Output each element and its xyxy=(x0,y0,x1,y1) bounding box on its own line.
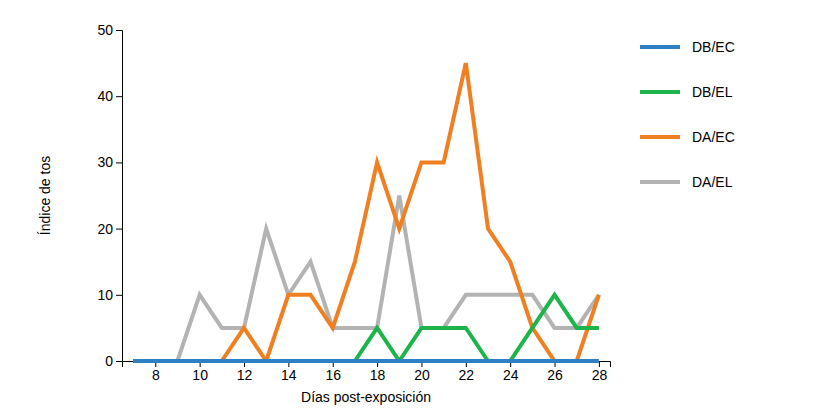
y-tick: 40 xyxy=(97,88,122,104)
y-tick: 20 xyxy=(97,221,122,237)
x-tick: 20 xyxy=(414,361,430,383)
y-tick: 50 xyxy=(97,22,122,38)
y-tick-label: 20 xyxy=(97,221,113,237)
legend: DB/EC DB/EL DA/EC DA/EL xyxy=(640,39,735,190)
y-tick-mark xyxy=(116,162,122,163)
x-tick-label: 18 xyxy=(370,367,386,383)
x-tick: 22 xyxy=(459,361,475,383)
x-tick: 8 xyxy=(152,361,160,383)
x-tick: 24 xyxy=(503,361,519,383)
y-tick-label: 0 xyxy=(105,353,113,369)
y-axis-title: Índice de tos xyxy=(37,156,53,235)
x-axis-title: Días post-exposición xyxy=(301,389,431,405)
legend-swatch xyxy=(640,90,680,94)
x-tick-label: 22 xyxy=(459,367,475,383)
x-tick: 12 xyxy=(237,361,253,383)
y-tick: 0 xyxy=(105,353,122,369)
series-line xyxy=(133,63,599,361)
plot-area xyxy=(133,63,599,361)
y-tick-mark xyxy=(116,96,122,97)
y-axis: 0 10 20 30 40 50 xyxy=(97,22,122,369)
legend-swatch xyxy=(640,45,680,49)
y-tick: 10 xyxy=(97,287,122,303)
x-tick-label: 8 xyxy=(152,367,160,383)
y-tick-mark xyxy=(116,295,122,296)
x-tick: 18 xyxy=(370,361,386,383)
y-tick-label: 30 xyxy=(97,154,113,170)
x-tick: 26 xyxy=(547,361,563,383)
x-tick-label: 12 xyxy=(237,367,253,383)
y-axis-line xyxy=(116,31,123,362)
legend-label: DB/EL xyxy=(692,84,733,100)
x-axis: 8 10 12 14 16 18 20 22 24 26 28 xyxy=(123,361,611,383)
y-tick-label: 10 xyxy=(97,287,113,303)
legend-label: DA/EC xyxy=(692,129,735,145)
legend-label: DB/EC xyxy=(692,39,735,55)
series-line xyxy=(133,295,599,361)
x-tick-label: 20 xyxy=(414,367,430,383)
x-tick-label: 16 xyxy=(325,367,341,383)
x-tick-label: 24 xyxy=(503,367,519,383)
y-tick-label: 50 xyxy=(97,22,113,38)
x-tick-label: 14 xyxy=(281,367,297,383)
x-tick-label: 10 xyxy=(192,367,208,383)
y-tick-mark xyxy=(116,229,122,230)
y-tick-label: 40 xyxy=(97,88,113,104)
x-tick: 10 xyxy=(192,361,208,383)
y-tick-mark xyxy=(116,361,122,362)
x-tick: 14 xyxy=(281,361,297,383)
x-tick-label: 26 xyxy=(547,367,563,383)
legend-swatch xyxy=(640,135,680,139)
x-tick: 28 xyxy=(592,361,608,383)
series-line xyxy=(133,359,599,363)
legend-swatch xyxy=(640,180,680,184)
x-tick: 16 xyxy=(325,361,341,383)
legend-label: DA/EL xyxy=(692,174,733,190)
x-tick-label: 28 xyxy=(592,367,608,383)
y-tick: 30 xyxy=(97,154,122,170)
y-tick-mark xyxy=(116,30,122,31)
